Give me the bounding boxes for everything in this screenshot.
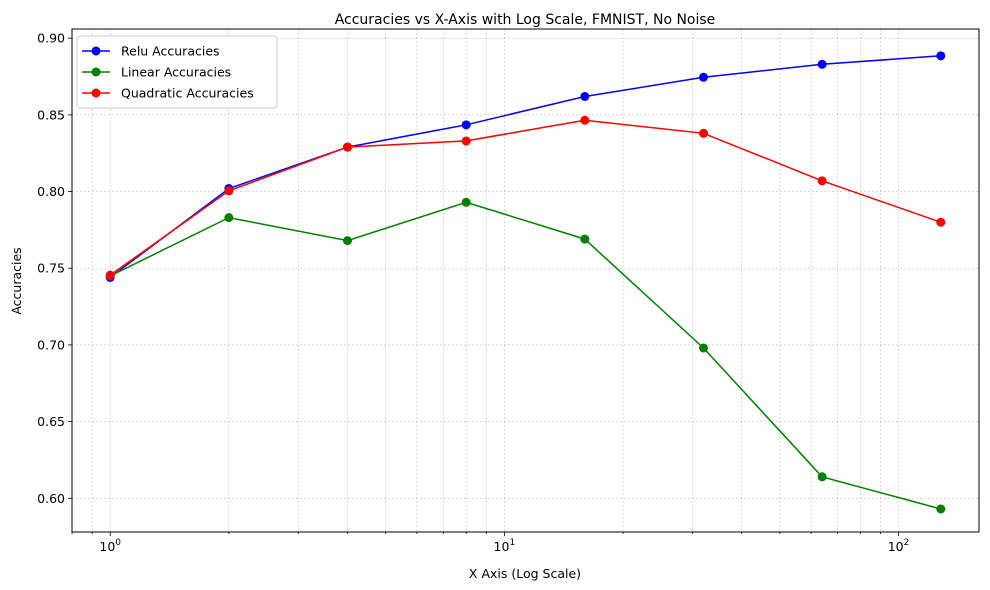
y-tick-label: 0.70	[37, 337, 65, 352]
quadratic-accuracies-point	[936, 217, 946, 227]
relu-accuracies-point	[936, 51, 946, 61]
legend-box	[76, 35, 278, 109]
linear-accuracies-point	[580, 234, 590, 244]
linear-accuracies-line	[109, 201, 941, 510]
legend-marker	[91, 88, 101, 98]
quadratic-accuracies-point	[105, 270, 115, 280]
x-tick-label: 101	[494, 538, 516, 554]
linear-accuracies-point	[461, 197, 471, 207]
plot-frame	[71, 28, 980, 533]
legend: Relu Accuracies Linear Accuracies Quadrati…	[76, 35, 278, 109]
x-axis-label: X Axis (Log Scale)	[469, 566, 581, 581]
y-axis-label: Accuracies	[9, 247, 24, 314]
relu-accuracies-point	[698, 72, 708, 82]
axes: 100 101 102 0.60 0.65 0.70 0.75 0.80 0.85 0.90	[37, 31, 909, 554]
linear-accuracies-point	[698, 343, 708, 353]
y-tick-label: 0.90	[37, 31, 65, 46]
quadratic-accuracies-point	[343, 142, 353, 152]
legend-label: Linear Accuracies	[121, 65, 231, 80]
relu-accuracies-point	[580, 91, 590, 101]
y-tick-label: 0.85	[37, 107, 65, 122]
relu-accuracies-point	[461, 120, 471, 130]
quadratic-accuracies-point	[224, 186, 234, 196]
quadratic-accuracies-point	[461, 136, 471, 146]
quadratic-accuracies-point	[698, 128, 708, 138]
legend-label: Relu Accuracies	[121, 44, 220, 59]
linear-accuracies-point	[817, 472, 827, 482]
y-tick-label: 0.75	[37, 261, 65, 276]
y-tick-label: 0.60	[37, 491, 65, 506]
series-layer	[105, 51, 946, 514]
legend-marker	[91, 67, 101, 77]
chart-title: Accuracies vs X-Axis with Log Scale, FMN…	[335, 12, 716, 28]
relu-accuracies-point	[817, 59, 827, 69]
quadratic-accuracies-line	[109, 119, 942, 276]
y-tick-label: 0.80	[37, 184, 65, 199]
linear-accuracies-point	[936, 504, 946, 514]
legend-marker	[91, 46, 101, 56]
grid	[71, 29, 979, 532]
linear-accuracies-point	[343, 236, 353, 246]
x-tick-label: 102	[888, 538, 910, 554]
quadratic-accuracies-point	[817, 176, 827, 186]
y-tick-label: 0.65	[37, 414, 65, 429]
linear-accuracies-point	[224, 213, 234, 223]
quadratic-accuracies-point	[580, 115, 590, 125]
legend-label: Quadratic Accuracies	[121, 86, 254, 101]
x-tick-label: 100	[99, 538, 121, 554]
relu-accuracies-line	[109, 55, 941, 279]
